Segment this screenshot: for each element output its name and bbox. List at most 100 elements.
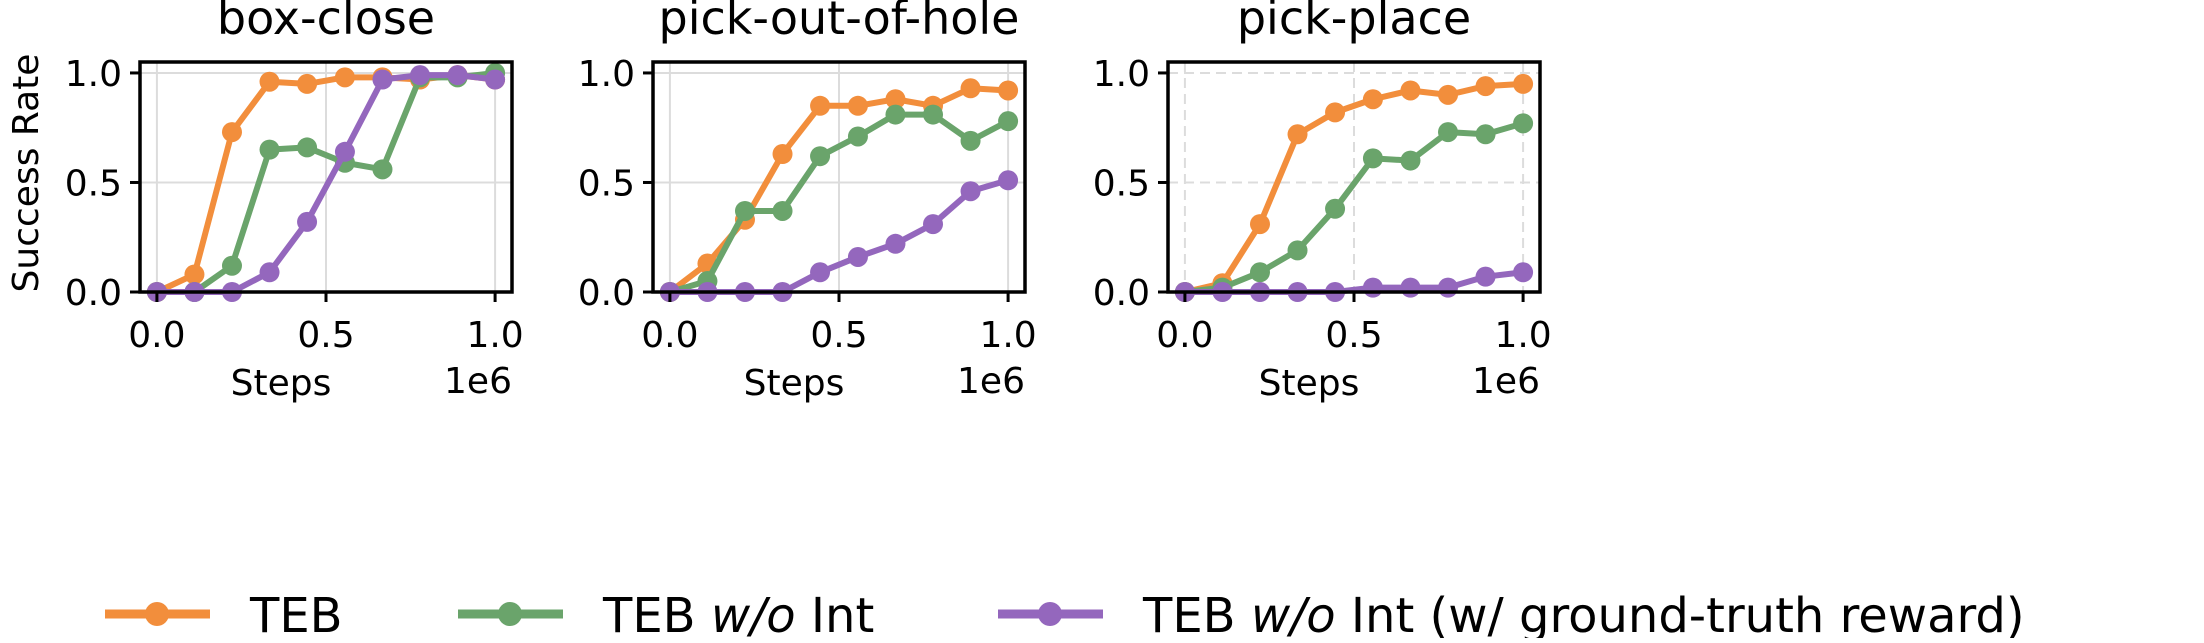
x-tick-label: 1.0 — [1494, 315, 1551, 356]
data-point-teb-wo-int-gt — [485, 69, 506, 90]
data-point-teb-wo-int — [221, 255, 242, 276]
data-point-teb-wo-int — [772, 200, 793, 221]
data-point-teb — [960, 78, 981, 99]
x-axis-label: Steps — [1259, 363, 1360, 404]
x-exponent-label: 1e6 — [957, 361, 1025, 402]
data-point-teb-wo-int-gt — [410, 65, 431, 86]
x-tick-label: 0.0 — [641, 315, 698, 356]
data-point-teb — [1325, 102, 1346, 123]
y-tick-label: 0.0 — [1093, 273, 1150, 314]
data-point-teb-wo-int — [847, 126, 868, 147]
data-point-teb-wo-int — [1325, 198, 1346, 219]
chart-title: pick-place — [1237, 0, 1471, 45]
legend-marker-teb-wo-int-gt — [1038, 602, 1062, 626]
chart-panel-pick-place: 0.0 0.5 1.0 0.0 0.5 1.0 pick-place Steps 1e6 — [1093, 0, 1552, 404]
chart-panel-box-close: 0.0 0.5 1.0 0.0 0.5 1.0 box-close Steps 1e6 Succe… — [6, 0, 524, 404]
x-tick-label: 1.0 — [979, 315, 1036, 356]
data-point-teb — [1400, 80, 1421, 101]
data-point-teb-wo-int-gt — [1475, 266, 1496, 287]
data-point-teb — [259, 71, 280, 92]
data-point-teb-wo-int-gt — [297, 211, 318, 232]
data-point-teb-wo-int-gt — [810, 262, 831, 283]
legend-entry-teb: TEB — [105, 588, 343, 643]
legend-entry-teb-wo-int: TEB w/o Int — [458, 588, 874, 643]
y-axis-label: Success Rate — [6, 54, 47, 293]
chart-panel-pick-out-of-hole: 0.0 0.5 1.0 0.0 0.5 1.0 pick-out-of-hole Steps 1… — [578, 0, 1037, 404]
data-point-teb-wo-int-gt — [847, 246, 868, 267]
data-point-teb-wo-int — [960, 130, 981, 151]
data-point-teb-wo-int — [998, 111, 1019, 132]
y-tick-label: 0.5 — [1093, 163, 1150, 204]
data-point-teb-wo-int-gt — [447, 65, 468, 86]
data-point-teb — [810, 95, 831, 116]
y-tick-label: 1.0 — [65, 54, 122, 95]
chart-title: pick-out-of-hole — [659, 0, 1020, 45]
y-tick-label: 0.5 — [65, 163, 122, 204]
x-tick-label: 0.0 — [128, 315, 185, 356]
data-point-teb — [1438, 84, 1459, 105]
legend-marker-teb — [145, 602, 169, 626]
data-point-teb — [885, 89, 906, 110]
x-tick-label: 0.0 — [1156, 315, 1213, 356]
data-point-teb — [1475, 76, 1496, 97]
data-point-teb-wo-int-gt — [960, 181, 981, 202]
data-point-teb-wo-int — [885, 104, 906, 125]
data-point-teb-wo-int-gt — [1438, 277, 1459, 298]
x-axis-label: Steps — [744, 363, 845, 404]
y-tick-label: 1.0 — [578, 54, 635, 95]
data-point-teb-wo-int — [1287, 240, 1308, 261]
y-tick-label: 1.0 — [1093, 54, 1150, 95]
data-point-teb-wo-int — [1400, 150, 1421, 171]
data-point-teb-wo-int — [923, 104, 944, 125]
legend-label-teb: TEB — [249, 588, 343, 638]
data-point-teb-wo-int-gt — [372, 69, 393, 90]
legend-marker-teb-wo-int — [498, 602, 522, 626]
y-tick-label: 0.0 — [578, 273, 635, 314]
series-line-teb — [1181, 80, 1527, 295]
x-tick-label: 0.5 — [810, 315, 867, 356]
y-tick-label: 0.0 — [65, 273, 122, 314]
data-point-teb-wo-int-gt — [998, 170, 1019, 191]
data-point-teb-wo-int-gt — [1362, 277, 1383, 298]
chart-title: box-close — [217, 0, 435, 45]
data-point-teb-wo-int-gt — [923, 214, 944, 235]
data-point-teb-wo-int — [810, 146, 831, 167]
x-axis-label: Steps — [231, 363, 332, 404]
series-line-teb-wo-int — [666, 111, 1012, 295]
data-point-teb — [998, 80, 1019, 101]
data-point-teb-wo-int-gt — [885, 233, 906, 254]
data-point-teb-wo-int — [734, 200, 755, 221]
series-line-teb-wo-int — [1181, 120, 1527, 295]
x-tick-label: 1.0 — [466, 315, 523, 356]
x-exponent-label: 1e6 — [1472, 361, 1540, 402]
legend: TEB TEB w/o Int TEB w/o Int (w/ ground-t… — [105, 588, 2025, 643]
x-exponent-label: 1e6 — [444, 361, 512, 402]
data-point-teb — [847, 95, 868, 116]
data-point-teb-wo-int — [1362, 148, 1383, 169]
data-point-teb — [1249, 214, 1270, 235]
legend-label-teb-wo-int: TEB w/o Int — [602, 588, 874, 638]
data-point-teb-wo-int-gt — [1400, 277, 1421, 298]
y-tick-label: 0.5 — [578, 163, 635, 204]
data-point-teb-wo-int — [1438, 122, 1459, 143]
data-point-teb-wo-int — [1475, 124, 1496, 145]
data-point-teb — [1513, 73, 1534, 94]
data-point-teb-wo-int-gt — [259, 262, 280, 283]
data-point-teb-wo-int-gt — [1513, 262, 1534, 283]
data-point-teb-wo-int — [259, 139, 280, 160]
legend-entry-teb-wo-int-gt: TEB w/o Int (w/ ground-truth reward) — [998, 588, 2025, 643]
data-point-teb-wo-int — [1513, 113, 1534, 134]
x-tick-label: 0.5 — [297, 315, 354, 356]
x-tick-label: 0.5 — [1325, 315, 1382, 356]
data-point-teb — [1362, 89, 1383, 110]
data-point-teb — [221, 122, 242, 143]
data-point-teb — [1287, 124, 1308, 145]
data-point-teb-wo-int — [1249, 262, 1270, 283]
data-point-teb-wo-int-gt — [334, 141, 355, 162]
data-point-teb-wo-int — [297, 137, 318, 158]
data-point-teb — [772, 144, 793, 164]
legend-label-teb-wo-int-gt: TEB w/o Int (w/ ground-truth reward) — [1142, 588, 2025, 638]
data-point-teb-wo-int — [372, 159, 393, 180]
data-point-teb — [334, 67, 355, 88]
